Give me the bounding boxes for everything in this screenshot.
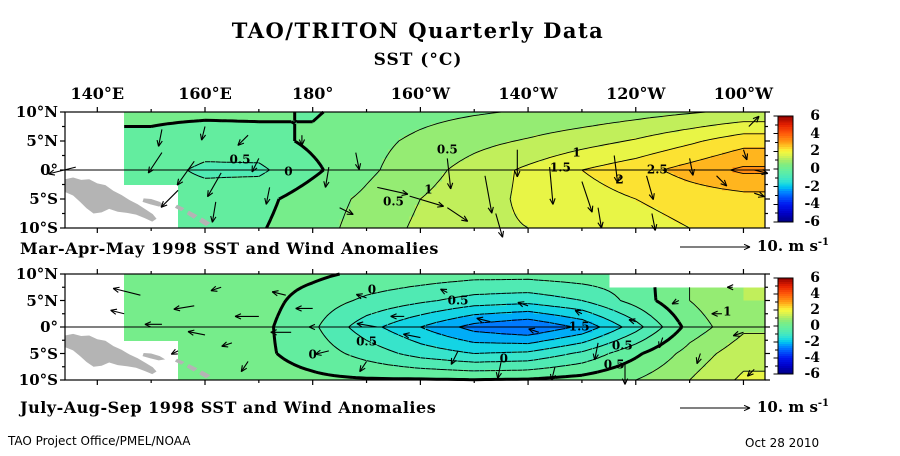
axes-frame (60, 107, 770, 233)
colorbar (773, 115, 794, 223)
wind-scale-arrow (680, 404, 751, 412)
footer-date: Oct 28 2010 (745, 436, 820, 450)
land-mass (65, 177, 211, 227)
colorbar (773, 277, 794, 375)
panel-mam (48, 107, 794, 251)
land-mass (65, 333, 211, 379)
wind-vectors (110, 284, 755, 385)
wind-scale-label-1: 10. m s-1 (757, 237, 829, 255)
footer-credit: TAO Project Office/PMEL/NOAA (8, 434, 191, 448)
sst-contours (272, 272, 765, 382)
page-title: TAO/TRITON Quarterly Data (231, 18, 605, 43)
panel-mam-caption: Mar-Apr-May 1998 SST and Wind Anomalies (20, 239, 439, 258)
panel-jas-caption: July-Aug-Sep 1998 SST and Wind Anomalies (20, 398, 437, 417)
subtitle: SST (°C) (373, 50, 463, 70)
axes-frame (60, 269, 770, 385)
wind-vectors (48, 115, 769, 238)
wind-scale-label-2: 10. m s-1 (757, 398, 829, 416)
wind-scale-arrow (680, 243, 751, 251)
panel-jas (60, 269, 794, 412)
